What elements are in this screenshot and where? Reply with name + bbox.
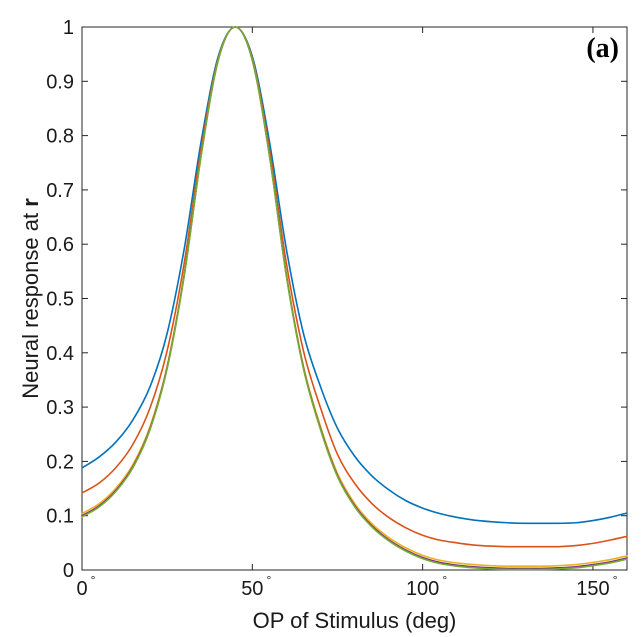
x-tick-degree-mark: °	[91, 573, 96, 587]
y-tick-label: 1	[63, 17, 74, 39]
y-tick-label: 0.5	[46, 289, 74, 311]
y-tick-label: 0.9	[46, 71, 74, 93]
panel-label: (a)	[586, 33, 619, 64]
x-tick-label: 0	[76, 578, 87, 600]
x-tick-degree-mark: °	[613, 573, 618, 587]
series-line-5	[81, 26, 628, 571]
y-tick-label: 0	[63, 560, 74, 582]
y-tick-label: 0.8	[46, 126, 74, 148]
lines-layer	[81, 26, 628, 571]
ticks-layer: 00.10.20.30.40.50.60.70.80.910 ° 50 ° 100 ° 15…	[46, 17, 627, 600]
y-tick-label: 0.6	[46, 234, 74, 256]
y-tick-label: 0.4	[46, 343, 74, 365]
x-tick-degree-mark: °	[442, 573, 447, 587]
y-axis-label: Neural response at r	[18, 198, 43, 399]
y-axis-label-prefix: Neural response at	[18, 213, 43, 399]
y-tick-label: 0.1	[46, 506, 74, 528]
series-line-2	[81, 26, 628, 548]
x-tick-label: 100	[406, 578, 439, 600]
axes-box	[81, 26, 628, 571]
series-line-1	[81, 26, 628, 525]
x-axis-label: OP of Stimulus (deg)	[253, 608, 457, 633]
y-tick-label: 0.3	[46, 397, 74, 419]
y-tick-label: 0.2	[46, 451, 74, 473]
x-tick-degree-mark: °	[267, 573, 272, 587]
y-tick-label: 0.7	[46, 180, 74, 202]
plot-area	[81, 26, 628, 571]
x-tick-label: 150	[576, 578, 609, 600]
y-axis-label-symbol: r	[18, 198, 43, 207]
labels-layer: (a) OP of Stimulus (deg) Neural response…	[18, 33, 619, 633]
x-tick-label: 50	[241, 578, 263, 600]
